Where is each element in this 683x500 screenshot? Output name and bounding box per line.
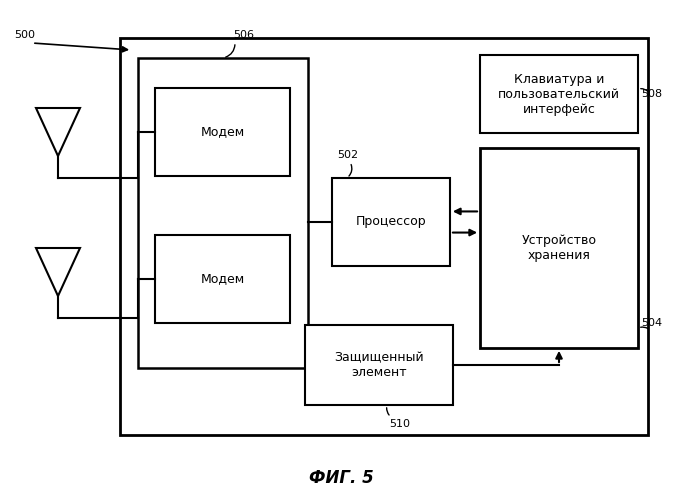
Bar [305,325,453,405]
Text: 510: 510 [389,419,410,429]
Bar [120,38,648,435]
Text: Клавиатура и
пользовательский
интерфейс: Клавиатура и пользовательский интерфейс [498,72,620,116]
Bar [480,148,638,348]
Text: 500: 500 [14,30,35,40]
Bar [155,88,290,176]
Bar [138,58,308,368]
Text: Модем: Модем [200,126,245,138]
Text: Процессор: Процессор [356,216,426,228]
Text: 508: 508 [641,89,662,99]
Bar [480,55,638,133]
Bar [332,178,450,266]
Text: Защищенный
элемент: Защищенный элемент [334,351,424,379]
Text: 504: 504 [641,318,662,328]
Text: 502: 502 [337,150,358,160]
Text: 506: 506 [233,30,254,40]
Text: ФИГ. 5: ФИГ. 5 [309,469,374,487]
Bar [155,235,290,323]
Text: Модем: Модем [200,272,245,285]
Text: Устройство
хранения: Устройство хранения [522,234,596,262]
